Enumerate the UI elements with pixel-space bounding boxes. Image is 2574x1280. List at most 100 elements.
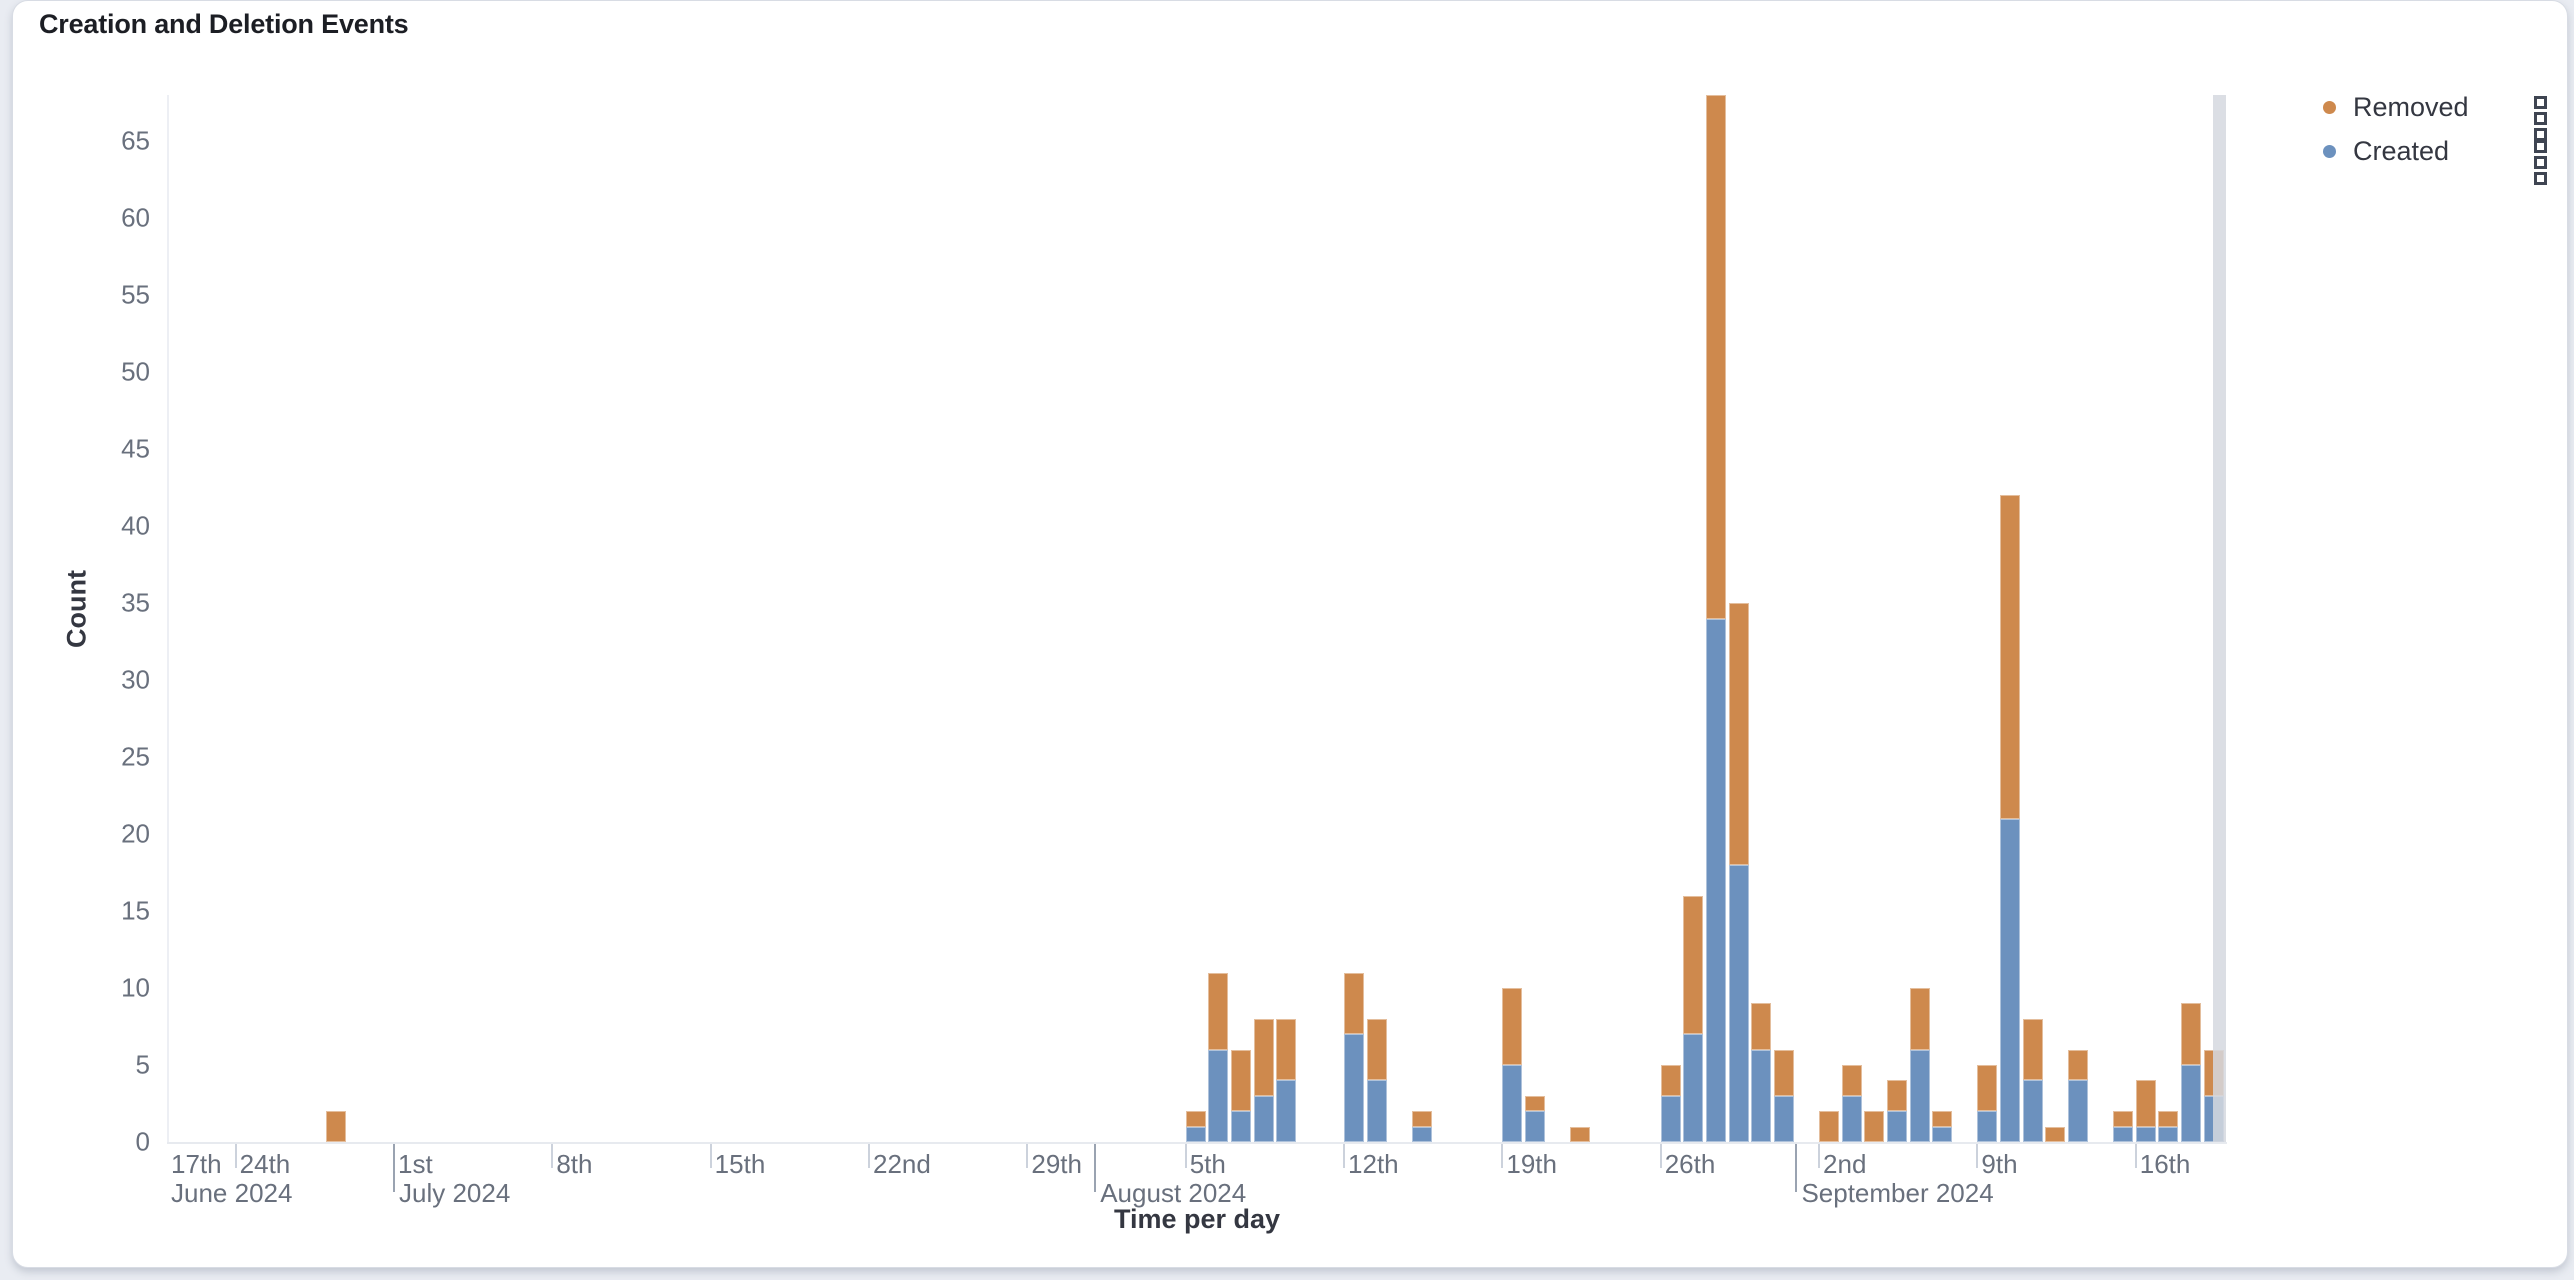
bar-2024-08-27[interactable] bbox=[1683, 895, 1704, 1142]
bar-segment-removed[interactable] bbox=[1230, 1049, 1251, 1112]
bar-segment-created[interactable] bbox=[2135, 1126, 2156, 1142]
bar-segment-removed[interactable] bbox=[1525, 1095, 1545, 1112]
bar-2024-08-06[interactable] bbox=[1208, 972, 1229, 1142]
bar-segment-removed[interactable] bbox=[2135, 1080, 2156, 1127]
bar-2024-09-03[interactable] bbox=[1841, 1065, 1862, 1142]
bar-2024-08-31[interactable] bbox=[1773, 1049, 1794, 1142]
bar-segment-created[interactable] bbox=[2022, 1080, 2043, 1142]
bar-segment-removed[interactable] bbox=[2067, 1049, 2088, 1081]
bar-2024-08-30[interactable] bbox=[1751, 1003, 1772, 1142]
bar-segment-created[interactable] bbox=[1886, 1111, 1907, 1142]
bar-segment-removed[interactable] bbox=[1344, 972, 1365, 1035]
bar-segment-created[interactable] bbox=[2000, 818, 2021, 1142]
bar-segment-created[interactable] bbox=[1185, 1126, 1206, 1142]
bar-2024-08-28[interactable] bbox=[1705, 95, 1726, 1142]
bar-2024-09-17[interactable] bbox=[2158, 1111, 2179, 1142]
bar-segment-created[interactable] bbox=[1705, 618, 1726, 1142]
bar-segment-removed[interactable] bbox=[1185, 1111, 1206, 1127]
bar-segment-created[interactable] bbox=[2158, 1126, 2179, 1142]
bar-segment-created[interactable] bbox=[1276, 1080, 1297, 1142]
bar-segment-created[interactable] bbox=[1683, 1034, 1704, 1142]
bar-2024-09-04[interactable] bbox=[1864, 1111, 1885, 1142]
bar-2024-08-26[interactable] bbox=[1660, 1065, 1681, 1142]
bar-segment-removed[interactable] bbox=[1683, 895, 1704, 1035]
bar-segment-created[interactable] bbox=[1909, 1049, 1930, 1142]
bar-segment-created[interactable] bbox=[1230, 1111, 1251, 1142]
bar-segment-removed[interactable] bbox=[1366, 1018, 1387, 1081]
bar-segment-removed[interactable] bbox=[1977, 1065, 1998, 1112]
bar-segment-removed[interactable] bbox=[1751, 1003, 1772, 1050]
bar-segment-removed[interactable] bbox=[1841, 1065, 1862, 1096]
bar-segment-created[interactable] bbox=[1660, 1095, 1681, 1142]
bar-segment-created[interactable] bbox=[1977, 1111, 1998, 1142]
bar-2024-09-02[interactable] bbox=[1819, 1111, 1840, 1142]
legend-options-created-button[interactable] bbox=[2534, 140, 2554, 188]
bar-segment-created[interactable] bbox=[2180, 1065, 2201, 1142]
y-axis-tick-label: 55 bbox=[121, 279, 150, 310]
bar-segment-created[interactable] bbox=[1411, 1126, 1432, 1142]
bar-2024-09-10[interactable] bbox=[2000, 495, 2021, 1142]
bar-segment-created[interactable] bbox=[1932, 1126, 1953, 1142]
bar-2024-08-08[interactable] bbox=[1253, 1018, 1274, 1142]
bar-2024-09-09[interactable] bbox=[1977, 1065, 1998, 1142]
bar-2024-08-20[interactable] bbox=[1525, 1095, 1545, 1142]
legend-options-removed-button[interactable] bbox=[2534, 96, 2554, 144]
bar-2024-08-09[interactable] bbox=[1276, 1018, 1297, 1142]
bar-2024-09-05[interactable] bbox=[1886, 1080, 1907, 1142]
legend-item-removed[interactable]: Removed bbox=[2317, 85, 2547, 129]
bar-segment-removed[interactable] bbox=[1819, 1111, 1840, 1142]
bar-2024-09-11[interactable] bbox=[2022, 1018, 2043, 1142]
bar-2024-09-15[interactable] bbox=[2113, 1111, 2134, 1142]
bar-2024-09-07[interactable] bbox=[1932, 1111, 1953, 1142]
bar-segment-removed[interactable] bbox=[1864, 1111, 1885, 1142]
bar-segment-created[interactable] bbox=[1525, 1111, 1545, 1142]
bar-segment-created[interactable] bbox=[1773, 1095, 1794, 1142]
bar-segment-created[interactable] bbox=[1253, 1095, 1274, 1142]
bar-segment-removed[interactable] bbox=[1276, 1018, 1297, 1081]
bar-segment-created[interactable] bbox=[1502, 1065, 1523, 1142]
bar-2024-09-12[interactable] bbox=[2045, 1126, 2066, 1142]
bar-segment-removed[interactable] bbox=[2022, 1018, 2043, 1081]
bar-segment-removed[interactable] bbox=[1253, 1018, 1274, 1096]
bar-segment-removed[interactable] bbox=[2045, 1126, 2066, 1142]
bar-segment-created[interactable] bbox=[1344, 1034, 1365, 1142]
bar-2024-08-29[interactable] bbox=[1728, 603, 1749, 1142]
bar-segment-removed[interactable] bbox=[2113, 1111, 2134, 1127]
bar-2024-09-13[interactable] bbox=[2067, 1049, 2088, 1142]
bar-2024-08-15[interactable] bbox=[1411, 1111, 1432, 1142]
bar-segment-created[interactable] bbox=[2113, 1126, 2134, 1142]
bar-segment-removed[interactable] bbox=[1705, 95, 1726, 619]
bar-2024-08-22[interactable] bbox=[1570, 1126, 1591, 1142]
bar-segment-removed[interactable] bbox=[2000, 495, 2021, 819]
bar-segment-created[interactable] bbox=[2067, 1080, 2088, 1142]
bar-segment-removed[interactable] bbox=[2180, 1003, 2201, 1065]
bar-segment-removed[interactable] bbox=[1208, 972, 1229, 1050]
bar-2024-09-18[interactable] bbox=[2180, 1003, 2201, 1142]
bar-segment-removed[interactable] bbox=[326, 1111, 347, 1142]
legend-item-created[interactable]: Created bbox=[2317, 129, 2547, 173]
bar-2024-06-28[interactable] bbox=[326, 1111, 347, 1142]
bar-2024-08-05[interactable] bbox=[1185, 1111, 1206, 1142]
plot-area[interactable]: 0 5 10 15 20 25 30 35 40 45 50 55 60 65 July 2024 Augus… bbox=[13, 1, 2574, 1280]
bar-segment-removed[interactable] bbox=[1570, 1126, 1591, 1142]
bar-segment-removed[interactable] bbox=[1411, 1111, 1432, 1127]
bar-2024-09-16[interactable] bbox=[2135, 1080, 2156, 1142]
bar-2024-08-12[interactable] bbox=[1344, 972, 1365, 1142]
bar-segment-removed[interactable] bbox=[1502, 988, 1523, 1065]
bar-segment-created[interactable] bbox=[1841, 1095, 1862, 1142]
bar-segment-created[interactable] bbox=[1751, 1049, 1772, 1142]
bar-segment-removed[interactable] bbox=[2158, 1111, 2179, 1127]
bar-segment-removed[interactable] bbox=[1773, 1049, 1794, 1096]
bar-segment-removed[interactable] bbox=[1909, 988, 1930, 1050]
bar-2024-08-13[interactable] bbox=[1366, 1018, 1387, 1142]
bar-segment-created[interactable] bbox=[1208, 1049, 1229, 1142]
bar-segment-removed[interactable] bbox=[1728, 603, 1749, 865]
bar-segment-removed[interactable] bbox=[1886, 1080, 1907, 1112]
bar-2024-08-07[interactable] bbox=[1230, 1049, 1251, 1142]
bar-2024-09-06[interactable] bbox=[1909, 988, 1930, 1142]
bar-segment-removed[interactable] bbox=[1932, 1111, 1953, 1127]
bar-segment-created[interactable] bbox=[1366, 1080, 1387, 1142]
bar-2024-08-19[interactable] bbox=[1502, 988, 1523, 1142]
bar-segment-removed[interactable] bbox=[1660, 1065, 1681, 1096]
bar-segment-created[interactable] bbox=[1728, 864, 1749, 1142]
